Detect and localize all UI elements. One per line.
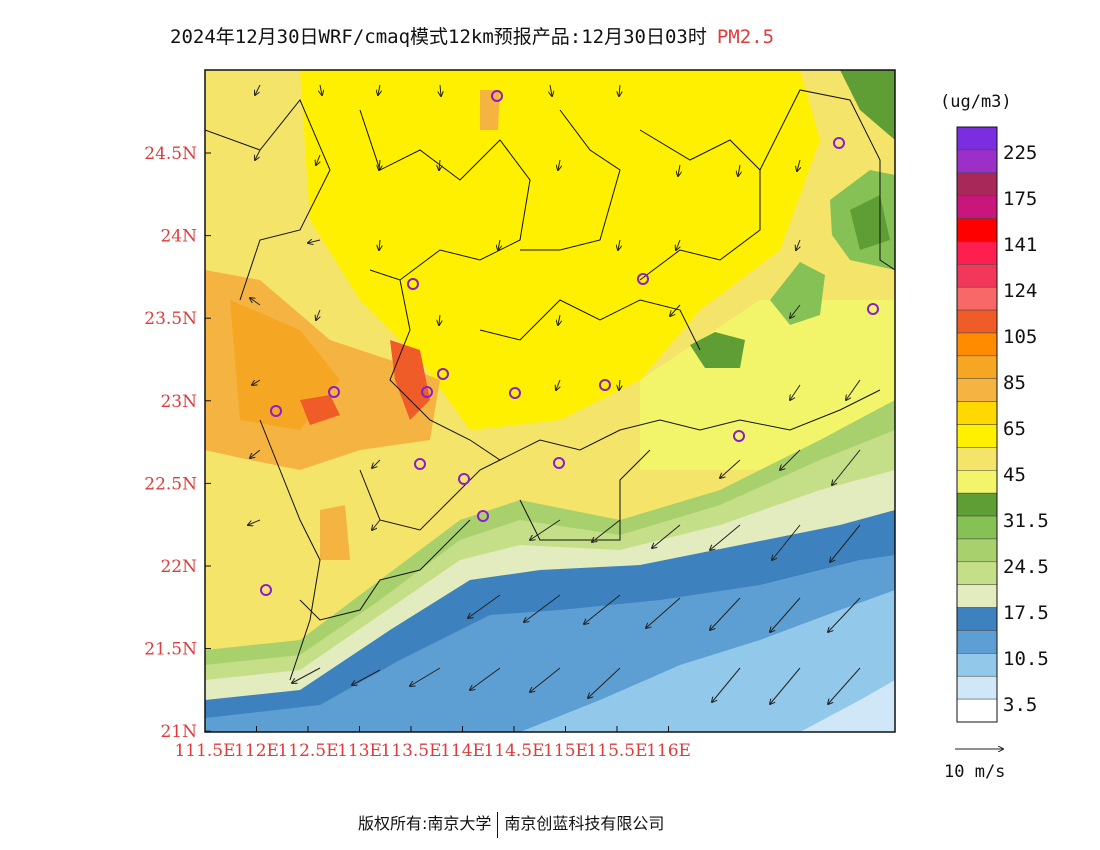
colorbar-swatch bbox=[956, 126, 998, 151]
colorbar-swatch bbox=[956, 515, 998, 540]
station-marker bbox=[833, 137, 845, 149]
y-tick-label: 24N bbox=[160, 227, 197, 247]
colorbar-swatch bbox=[956, 584, 998, 608]
x-tick-label: 112.5E bbox=[277, 741, 338, 761]
colorbar-swatch bbox=[956, 653, 998, 677]
station-marker bbox=[414, 458, 426, 470]
colorbar-swatch bbox=[956, 675, 998, 700]
colorbar-swatch bbox=[956, 698, 998, 723]
x-axis: 111.5E112E112.5E113E113.5E114E114.5E115E… bbox=[174, 726, 691, 761]
station-marker bbox=[270, 405, 282, 417]
station-marker bbox=[477, 510, 489, 522]
colorbar-swatch bbox=[956, 172, 998, 196]
credit-line: 版权所有:南京大学 南京创蓝科技有限公司 bbox=[358, 810, 664, 838]
pm25-field bbox=[205, 70, 895, 732]
colorbar-swatch bbox=[956, 607, 998, 631]
colorbar-label: 85 bbox=[1003, 372, 1026, 394]
colorbar-swatch bbox=[956, 195, 998, 219]
x-tick-label: 115E bbox=[543, 741, 588, 761]
colorbar-swatch bbox=[956, 401, 998, 425]
colorbar-label: 24.5 bbox=[1003, 556, 1049, 578]
x-tick-label: 113E bbox=[337, 741, 382, 761]
wind-vectors bbox=[248, 84, 861, 704]
station-marker bbox=[599, 379, 611, 391]
credit-separator bbox=[497, 811, 499, 838]
colorbar-swatch bbox=[956, 286, 998, 311]
station-marker bbox=[491, 90, 503, 102]
colorbar-swatch bbox=[956, 447, 998, 471]
credit-left: 版权所有:南京大学 bbox=[358, 814, 492, 833]
colorbar-label: 10.5 bbox=[1003, 648, 1049, 670]
colorbar-swatch bbox=[956, 561, 998, 585]
colorbar-swatch bbox=[956, 264, 998, 288]
station-marker bbox=[637, 273, 649, 285]
colorbar-label: 124 bbox=[1003, 280, 1037, 302]
y-tick-label: 24.5N bbox=[144, 144, 197, 164]
colorbar-label: 225 bbox=[1003, 142, 1037, 164]
y-tick-label: 21.5N bbox=[144, 640, 197, 660]
colorbar: 225 175 141 124 105 85 65 45 31.5 24.5 17.5 10.5 3.5 bbox=[956, 126, 1049, 723]
colorbar-label: 175 bbox=[1003, 188, 1037, 210]
colorbar-label: 45 bbox=[1003, 464, 1026, 486]
colorbar-swatch bbox=[956, 241, 998, 265]
colorbar-frame bbox=[956, 126, 998, 723]
map-title: 2024年12月30日WRF/cmaq模式12km预报产品:12月30日03时 P… bbox=[170, 22, 774, 49]
station-marker bbox=[458, 473, 470, 485]
colorbar-label: 17.5 bbox=[1003, 602, 1049, 624]
colorbar-label: 3.5 bbox=[1003, 694, 1037, 716]
colorbar-swatch bbox=[956, 332, 998, 357]
x-tick-label: 113.5E bbox=[380, 741, 441, 761]
y-tick-label: 22N bbox=[160, 557, 197, 577]
colorbar-swatch bbox=[956, 424, 998, 448]
x-tick-label: 114.5E bbox=[483, 741, 544, 761]
y-tick-label: 23.5N bbox=[144, 309, 197, 329]
colorbar-unit: (ug/m3) bbox=[940, 92, 1012, 112]
y-axis: 24.5N 24N 23.5N 23N 22.5N 22N 21.5N 21N bbox=[144, 144, 211, 742]
colorbar-swatch bbox=[956, 309, 998, 334]
colorbar-swatch bbox=[956, 492, 998, 517]
station-marker bbox=[553, 457, 565, 469]
colorbar-swatch bbox=[956, 355, 998, 379]
credit-right: 南京创蓝科技有限公司 bbox=[504, 814, 665, 833]
colorbar-swatch bbox=[956, 538, 998, 563]
title-main: 2024年12月30日WRF/cmaq模式12km预报产品:12月30日03时 bbox=[170, 26, 707, 48]
station-marker bbox=[733, 430, 745, 442]
wind-reference-label: 10 m/s bbox=[944, 762, 1006, 782]
station-marker bbox=[407, 278, 419, 290]
colorbar-swatch bbox=[956, 149, 998, 174]
station-marker bbox=[328, 386, 340, 398]
x-tick-label: 112E bbox=[234, 741, 279, 761]
station-marker bbox=[437, 368, 449, 380]
x-tick-label: 115.5E bbox=[586, 741, 647, 761]
colorbar-label: 65 bbox=[1003, 418, 1026, 440]
y-tick-label: 22.5N bbox=[144, 474, 197, 494]
station-marker bbox=[509, 387, 521, 399]
station-marker bbox=[260, 584, 272, 596]
station-marker bbox=[867, 303, 879, 315]
x-tick-label: 116E bbox=[646, 741, 691, 761]
station-marker bbox=[421, 386, 433, 398]
colorbar-swatch bbox=[956, 218, 998, 242]
y-tick-label: 21N bbox=[160, 722, 197, 742]
colorbar-label: 141 bbox=[1003, 234, 1037, 256]
colorbar-label: 31.5 bbox=[1003, 510, 1049, 532]
colorbar-swatch bbox=[956, 378, 998, 402]
x-tick-label: 111.5E bbox=[174, 741, 235, 761]
station-markers bbox=[260, 90, 879, 596]
colorbar-swatch bbox=[956, 470, 998, 494]
colorbar-swatch bbox=[956, 630, 998, 654]
y-tick-label: 23N bbox=[160, 392, 197, 412]
boundary-lines bbox=[205, 89, 895, 681]
x-tick-label: 114E bbox=[440, 741, 485, 761]
title-variable: PM2.5 bbox=[716, 26, 775, 48]
colorbar-label: 105 bbox=[1003, 326, 1037, 348]
